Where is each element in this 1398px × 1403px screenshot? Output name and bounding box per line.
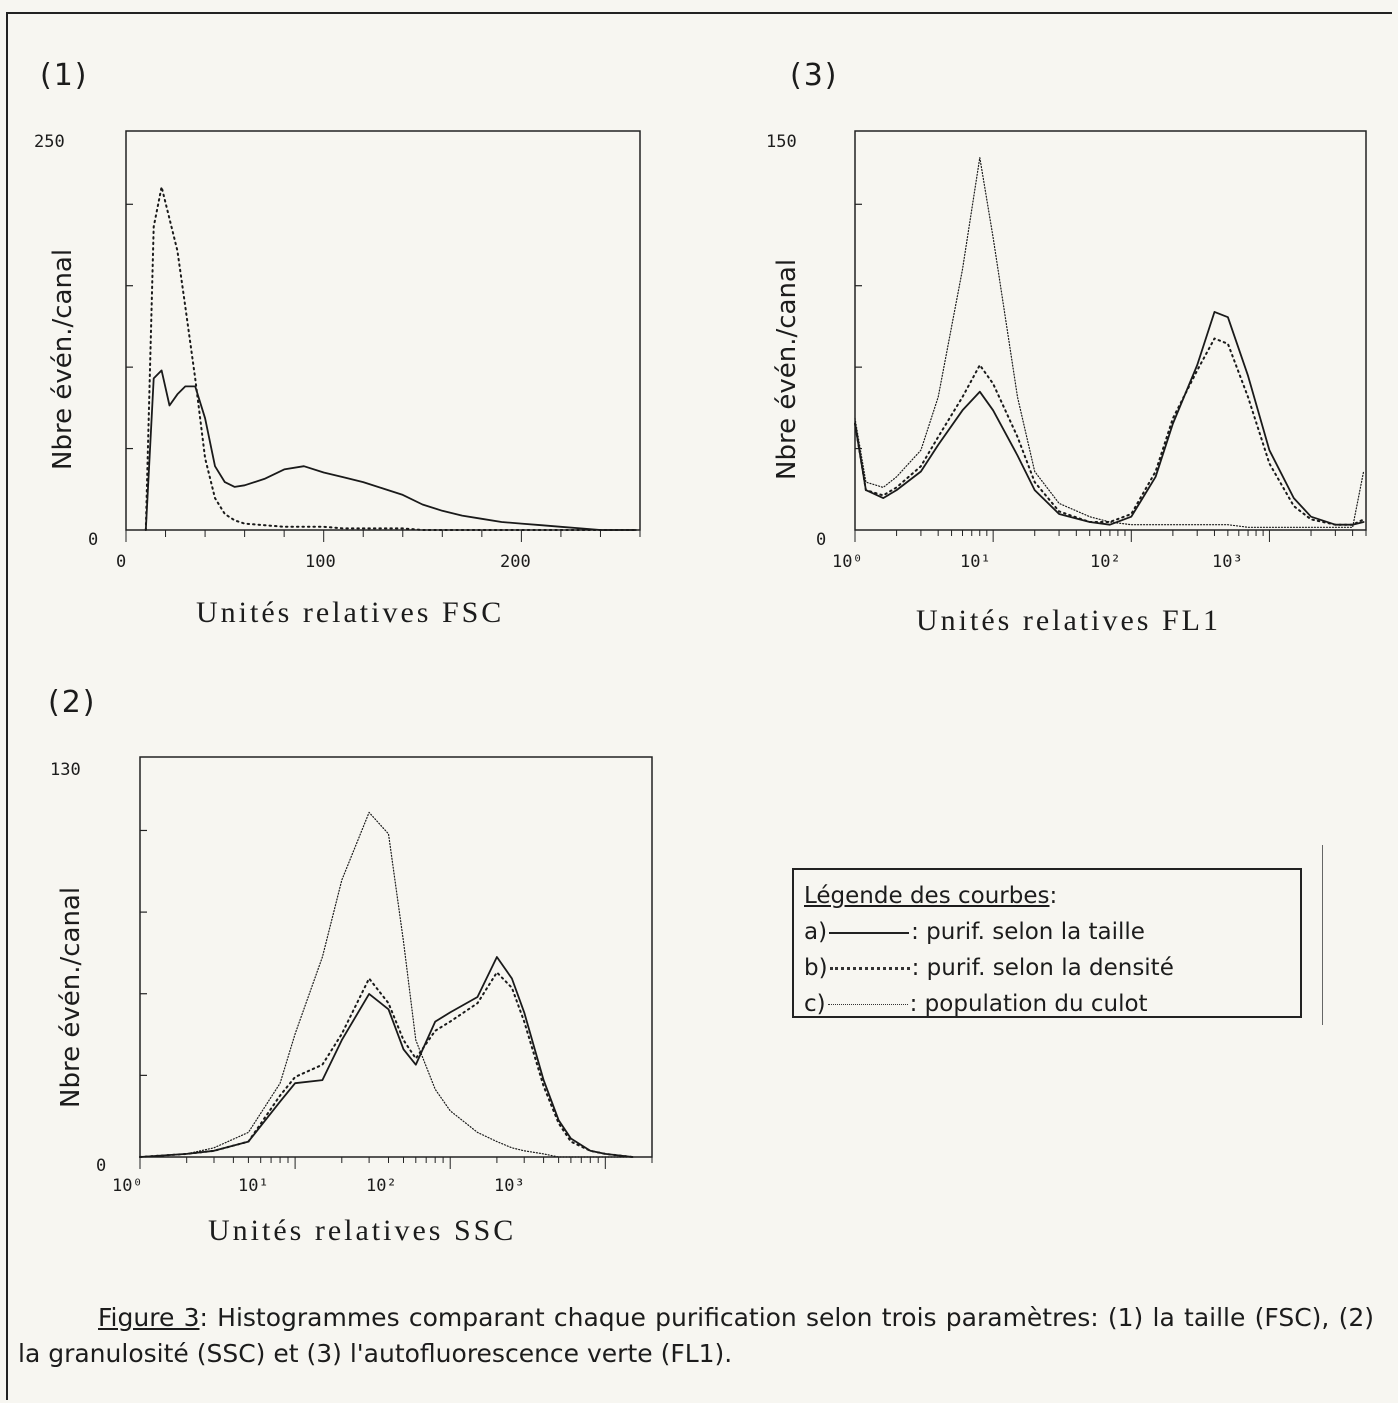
legend-item-c: c) : population du culot bbox=[804, 986, 1290, 1022]
xtick-label: 10⁰ bbox=[832, 552, 863, 572]
plot-frame bbox=[125, 130, 641, 531]
panel-label-2: (2) bbox=[48, 685, 97, 720]
ymin-label-2: 0 bbox=[96, 1156, 107, 1176]
series-c-line bbox=[854, 157, 1365, 528]
xtick-label: 200 bbox=[500, 552, 531, 572]
series-a-line bbox=[144, 369, 637, 531]
xtick-label: 10² bbox=[1090, 552, 1121, 572]
xtick-label: 10³ bbox=[1212, 552, 1243, 572]
ymin-label-3: 0 bbox=[816, 530, 827, 550]
panel-label-1: (1) bbox=[40, 58, 89, 93]
legend-title-row: Légende des courbes: bbox=[804, 878, 1290, 914]
xlabel-2: Unités relatives SSC bbox=[208, 1214, 517, 1247]
series-a-line bbox=[854, 311, 1365, 526]
series-c-line bbox=[144, 185, 637, 531]
figure-caption: Figure 3: Histogrammes comparant chaque … bbox=[18, 1300, 1374, 1372]
xtick-label: 10³ bbox=[494, 1176, 525, 1196]
series-c-line bbox=[139, 811, 634, 1158]
fine-dotted-line-sample bbox=[827, 1004, 908, 1005]
xlabel-1: Unités relatives FSC bbox=[196, 596, 505, 629]
legend-text: : population du culot bbox=[909, 991, 1148, 1017]
plot-frame bbox=[139, 756, 653, 1158]
caption-text: : Histogrammes comparant chaque purifica… bbox=[18, 1303, 1374, 1368]
legend-text: : purif. selon la taille bbox=[911, 919, 1145, 945]
panel-label-3: (3) bbox=[790, 58, 839, 93]
solid-line-sample bbox=[829, 931, 910, 934]
legend-item-a: a) : purif. selon la taille bbox=[804, 914, 1290, 950]
legend-box: Légende des courbes: a) : purif. selon la… bbox=[792, 868, 1302, 1018]
xtick-label: 0 bbox=[116, 552, 127, 572]
series-b-line bbox=[854, 337, 1365, 526]
xtick-label: 100 bbox=[305, 552, 336, 572]
legend-key: b) bbox=[804, 955, 828, 981]
plot-frame bbox=[854, 130, 1367, 531]
margin-line bbox=[1322, 845, 1323, 1025]
figure-label: Figure 3 bbox=[98, 1303, 200, 1332]
figure-frame bbox=[6, 12, 1392, 1400]
xtick-label: 10¹ bbox=[238, 1176, 269, 1196]
ymax-label-3: 150 bbox=[766, 132, 797, 152]
dotted-line-sample bbox=[829, 967, 910, 970]
legend-item-b: b) : purif. selon la densité bbox=[804, 950, 1290, 986]
series-a-line bbox=[139, 956, 634, 1158]
legend-title: Légende des courbes bbox=[804, 883, 1050, 909]
ymax-label-2: 130 bbox=[50, 760, 81, 780]
ymin-label-1: 0 bbox=[88, 530, 99, 550]
xtick-label: 10² bbox=[366, 1176, 397, 1196]
series-b-line bbox=[139, 971, 634, 1158]
ymax-label-1: 250 bbox=[34, 132, 65, 152]
legend-key: c) bbox=[804, 991, 826, 1017]
legend-text: : purif. selon la densité bbox=[911, 955, 1174, 981]
xlabel-3: Unités relatives FL1 bbox=[916, 604, 1221, 637]
legend-key: a) bbox=[804, 919, 828, 945]
legend-title-colon: : bbox=[1049, 883, 1058, 909]
xtick-label: 10⁰ bbox=[112, 1176, 143, 1196]
xtick-label: 10¹ bbox=[960, 552, 991, 572]
